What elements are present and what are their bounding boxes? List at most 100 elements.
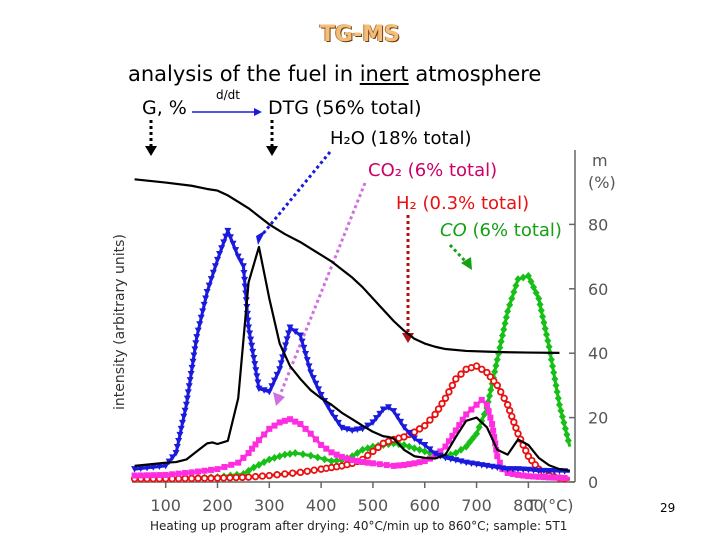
h2o-point <box>369 419 377 426</box>
co-point <box>353 449 361 458</box>
h2-point <box>514 430 522 438</box>
co2-point <box>302 425 309 432</box>
h2-point <box>497 388 505 396</box>
h2-point <box>281 470 289 478</box>
h2o-point <box>447 455 455 463</box>
h2o-point <box>176 431 184 439</box>
co2-point <box>551 474 558 481</box>
h2-point <box>508 412 516 421</box>
h2-point <box>265 471 274 480</box>
co-point <box>469 433 477 442</box>
h2o-point <box>191 346 199 353</box>
co-point <box>535 294 543 303</box>
co2-point <box>525 473 532 480</box>
series-mass <box>134 178 560 354</box>
x-tick-label: 100 <box>150 496 181 515</box>
co2-point <box>255 437 262 444</box>
h2-point <box>415 425 424 433</box>
h2o-point <box>229 240 237 248</box>
axes-layer: 100 200 300 400 500 600 700 800 0 20 40 60 80 T (°C) m… <box>112 150 616 515</box>
co2-label: CO₂ (6% total) <box>368 160 498 181</box>
h2-point <box>510 418 518 426</box>
x-tick-label: 300 <box>254 496 285 515</box>
co2-point <box>494 453 501 460</box>
co2-point <box>442 443 449 450</box>
h2-point <box>273 471 281 479</box>
co-label-name: CO <box>440 220 467 241</box>
h2o-point <box>187 370 195 378</box>
h2o-point <box>509 466 517 473</box>
co-point <box>486 391 494 400</box>
h2-point <box>445 388 453 396</box>
h2o-point <box>207 276 215 283</box>
h2-point <box>174 474 183 483</box>
h2o-label: H₂O (18% total) <box>330 128 472 149</box>
h2o-point <box>218 245 226 252</box>
co-point <box>491 367 499 376</box>
subtitle-pre: analysis of the fuel in <box>128 62 360 86</box>
h2o-point <box>268 383 276 390</box>
h2o-point <box>493 464 501 472</box>
co-point <box>286 449 294 458</box>
co2-point <box>195 468 202 475</box>
h2o-point <box>193 334 201 341</box>
co2-point <box>515 471 522 478</box>
h2o-point <box>431 450 439 458</box>
co2-point <box>201 467 208 474</box>
h2o-point <box>283 336 291 343</box>
h2o-point <box>535 467 543 475</box>
co-point <box>543 330 551 339</box>
h2o-point <box>196 321 204 328</box>
co2-point <box>156 472 163 479</box>
h2o-point <box>400 424 408 431</box>
h2o-point <box>309 375 317 382</box>
h2o-point <box>498 465 506 472</box>
slide-subtitle: analysis of the fuel in inert atmosphere <box>128 62 541 86</box>
x-tick-label: 500 <box>358 496 389 515</box>
co2-point <box>421 458 428 465</box>
h2o-point <box>246 330 254 338</box>
co-point <box>314 453 322 462</box>
y2-tick-label: 20 <box>588 409 608 428</box>
co2-point <box>281 417 288 424</box>
co2-point <box>509 470 516 477</box>
co-point <box>530 283 538 292</box>
co-point <box>532 288 540 297</box>
co-point <box>405 442 413 451</box>
h2-point <box>232 473 240 482</box>
h2o-point <box>504 466 512 473</box>
h2o-point <box>237 258 245 265</box>
co2-point <box>459 416 466 423</box>
co2-point <box>546 474 553 481</box>
co-point <box>564 436 572 445</box>
h2o-point <box>315 386 323 393</box>
h2o-point <box>285 330 293 337</box>
h2o-point <box>327 409 335 417</box>
co2-point <box>297 421 304 428</box>
h2o-point <box>143 464 151 472</box>
co2-point <box>208 466 215 473</box>
co-point <box>270 453 278 462</box>
mass-label: G, % <box>142 97 187 119</box>
footer-note: Heating up program after drying: 40°C/mi… <box>150 519 568 533</box>
co-point <box>545 342 553 351</box>
co2-point <box>490 427 497 434</box>
co-point <box>504 307 512 316</box>
co-point <box>250 463 258 472</box>
co-point <box>327 457 335 466</box>
derivative-arrow-head <box>254 108 262 116</box>
co2-point <box>245 450 252 457</box>
x-tick-label: 700 <box>461 496 492 515</box>
h2-point <box>421 421 429 430</box>
co-point <box>560 418 568 427</box>
h2o-point <box>253 373 261 380</box>
x-tick-label: 600 <box>409 496 440 515</box>
h2o-point <box>372 415 380 422</box>
co2-point <box>261 431 268 438</box>
h2o-point <box>188 364 196 372</box>
co-point <box>501 319 509 328</box>
co-point <box>541 324 549 333</box>
h2o-point <box>397 418 405 426</box>
co2-point <box>561 474 568 481</box>
